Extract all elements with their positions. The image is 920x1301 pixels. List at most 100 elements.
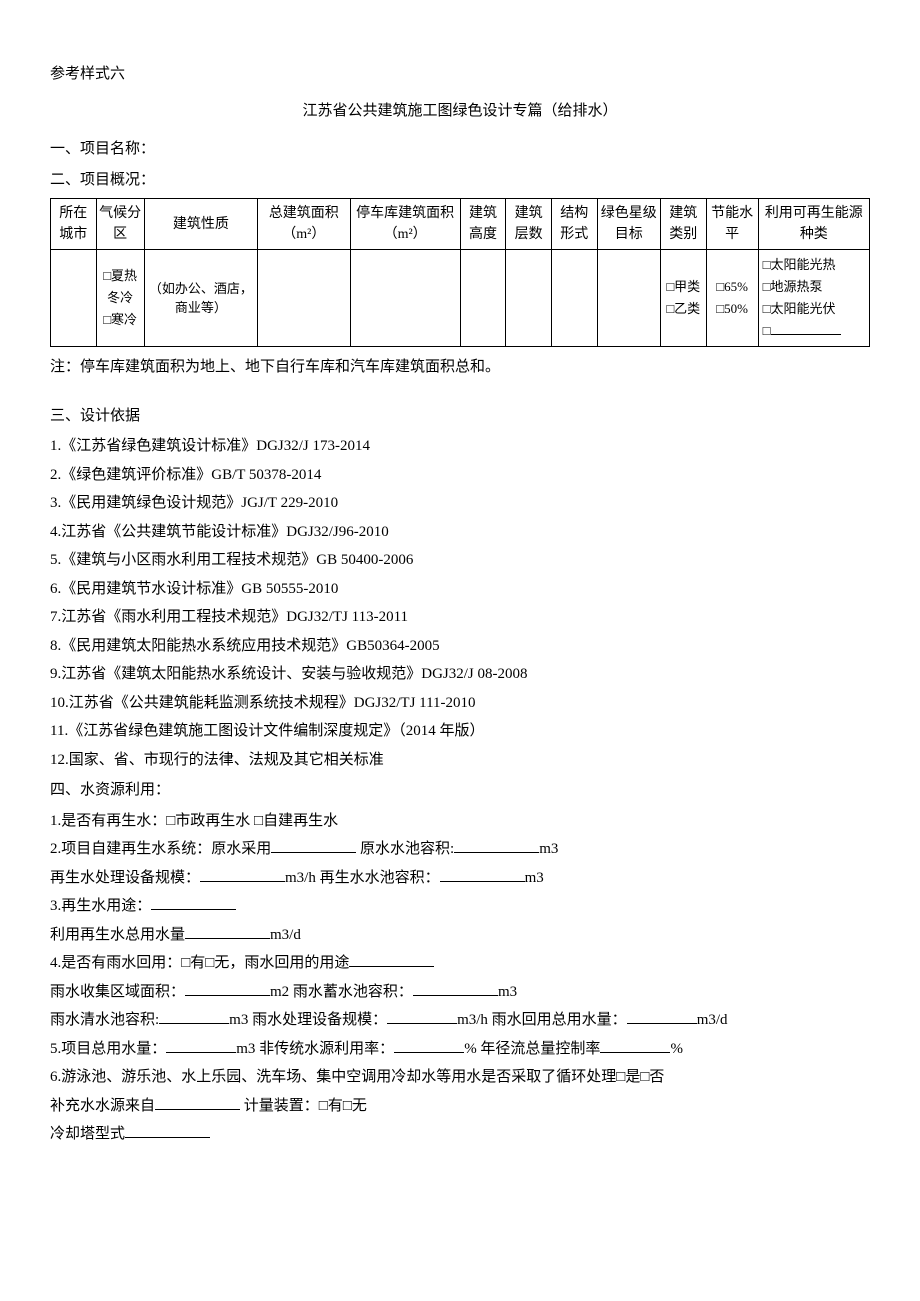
section2-label: 二、项目概况：	[50, 166, 870, 195]
w4b-text: 雨水收集区域面积：	[50, 984, 185, 1000]
blank-field	[166, 1036, 236, 1053]
water-opt1: □65%	[709, 276, 756, 298]
water-line-4c: 雨水清水池容积:m3 雨水处理设备规模：m3/h 雨水回用总用水量：m3/d	[50, 1006, 870, 1035]
w3c-unit: m3/d	[270, 927, 301, 943]
basis-item: 2.《绿色建筑评价标准》GB/T 50378-2014	[50, 461, 870, 490]
basis-item: 4.江苏省《公共建筑节能设计标准》DGJ32/J96-2010	[50, 518, 870, 547]
water-line-2b: 再生水处理设备规模：m3/h 再生水水池容积：m3	[50, 864, 870, 893]
th-height: 建筑高度	[460, 199, 506, 250]
w2c-unit: m3	[539, 841, 558, 857]
water-line-6c: 冷却塔型式	[50, 1120, 870, 1149]
w4a-text: 4.是否有雨水回用：□有□无，雨水回用的用途	[50, 955, 349, 971]
cell-city	[51, 250, 97, 347]
basis-item: 6.《民用建筑节水设计标准》GB 50555-2010	[50, 575, 870, 604]
w3b-text: 利用再生水总用水量	[50, 927, 185, 943]
cell-renewable: □太阳能光热 □地源热泵 □太阳能光伏 □	[758, 250, 869, 347]
cell-struct	[551, 250, 597, 347]
water-line-1: 1.是否有再生水：□市政再生水 □自建再生水	[50, 807, 870, 836]
basis-item: 8.《民用建筑太阳能热水系统应用技术规范》GB50364-2005	[50, 632, 870, 661]
water-line-5: 5.项目总用水量： m3 非传统水源利用率： % 年径流总量控制率%	[50, 1035, 870, 1064]
table-note: 注：停车库建筑面积为地上、地下自行车库和汽车库建筑面积总和。	[50, 353, 870, 382]
water-line-4b: 雨水收集区域面积： m2 雨水蓄水池容积： m3	[50, 978, 870, 1007]
table-row: □夏热冬冷 □寒冷 （如办公、酒店，商业等） □甲类 □乙类 □65% □5	[51, 250, 870, 347]
th-climate: 气候分区	[96, 199, 144, 250]
w5b-text: m3 非传统水源利用率：	[236, 1041, 394, 1057]
basis-item: 9.江苏省《建筑太阳能热水系统设计、安装与验收规范》DGJ32/J 08-200…	[50, 660, 870, 689]
header-reference: 参考样式六	[50, 60, 870, 89]
w2a-text: 2.项目自建再生水系统：原水采用	[50, 841, 271, 857]
th-city: 所在城市	[51, 199, 97, 250]
w4c-text: m2 雨水蓄水池容积：	[270, 984, 413, 1000]
cell-floors	[506, 250, 552, 347]
blank-field	[185, 922, 270, 939]
section3-label: 三、设计依据	[50, 402, 870, 431]
basis-item: 7.江苏省《雨水利用工程技术规范》DGJ32/TJ 113-2011	[50, 603, 870, 632]
blank-field	[454, 837, 539, 854]
w4f-text: m3 雨水处理设备规模：	[229, 1012, 387, 1028]
w4g-text: m3/h 雨水回用总用水量：	[457, 1012, 627, 1028]
basis-item: 1.《江苏省绿色建筑设计标准》DGJ32/J 173-2014	[50, 432, 870, 461]
renew-opt4: □	[763, 320, 867, 342]
th-struct: 结构形式	[551, 199, 597, 250]
basis-item: 5.《建筑与小区雨水利用工程技术规范》GB 50400-2006	[50, 546, 870, 575]
blank-field	[155, 1093, 240, 1110]
water-line-2a: 2.项目自建再生水系统：原水采用 原水水池容积: m3	[50, 835, 870, 864]
th-renewable: 利用可再生能源种类	[758, 199, 869, 250]
cell-height	[460, 250, 506, 347]
cell-climate: □夏热冬冷 □寒冷	[96, 250, 144, 347]
blank-field	[200, 865, 285, 882]
water-line-4a: 4.是否有雨水回用：□有□无，雨水回用的用途	[50, 949, 870, 978]
blank-field	[159, 1008, 229, 1025]
overview-table: 所在城市 气候分区 建筑性质 总建筑面积（m²） 停车库建筑面积（m²） 建筑高…	[50, 198, 870, 347]
blank-field	[627, 1008, 697, 1025]
basis-item: 3.《民用建筑绿色设计规范》JGJ/T 229-2010	[50, 489, 870, 518]
w2e-text: m3/h 再生水水池容积：	[285, 870, 440, 886]
section4-label: 四、水资源利用：	[50, 776, 870, 805]
w2d-text: 再生水处理设备规模：	[50, 870, 200, 886]
blank-field	[440, 865, 525, 882]
w2b-text: 原水水池容积:	[360, 841, 454, 857]
th-green-star: 绿色星级目标	[597, 199, 660, 250]
design-basis-list: 1.《江苏省绿色建筑设计标准》DGJ32/J 173-2014 2.《绿色建筑评…	[50, 432, 870, 774]
w4h-unit: m3/d	[697, 1012, 728, 1028]
renew-opt3: □太阳能光伏	[763, 298, 867, 320]
th-total-area: 总建筑面积（m²）	[258, 199, 350, 250]
th-parking-area: 停车库建筑面积（m²）	[350, 199, 460, 250]
blank-field	[125, 1122, 210, 1139]
blank-field	[600, 1036, 670, 1053]
w3a-text: 3.再生水用途：	[50, 898, 151, 914]
renew-opt1: □太阳能光热	[763, 254, 867, 276]
basis-item: 11.《江苏省绿色建筑施工图设计文件编制深度规定》（2014 年版）	[50, 717, 870, 746]
w4d-unit: m3	[498, 984, 517, 1000]
cell-water-level: □65% □50%	[706, 250, 758, 347]
th-floors: 建筑层数	[506, 199, 552, 250]
w6c-text: 计量装置：□有□无	[244, 1098, 367, 1114]
renew-opt2: □地源热泵	[763, 276, 867, 298]
water-line-3b: 利用再生水总用水量 m3/d	[50, 921, 870, 950]
blank-field	[271, 837, 356, 854]
th-build-cat: 建筑类别	[660, 199, 706, 250]
blank-field	[185, 979, 270, 996]
w5d-unit: %	[670, 1041, 683, 1057]
blank-field	[413, 979, 498, 996]
cell-build-cat: □甲类 □乙类	[660, 250, 706, 347]
w5a-text: 5.项目总用水量：	[50, 1041, 166, 1057]
cell-parking-area	[350, 250, 460, 347]
water-line-6b: 补充水水源来自 计量装置：□有□无	[50, 1092, 870, 1121]
th-nature: 建筑性质	[144, 199, 257, 250]
cell-nature: （如办公、酒店，商业等）	[144, 250, 257, 347]
document-title: 江苏省公共建筑施工图绿色设计专篇（给排水）	[50, 97, 870, 126]
w5c-text: % 年径流总量控制率	[464, 1041, 600, 1057]
th-water-level: 节能水平	[706, 199, 758, 250]
climate-opt2: □寒冷	[99, 309, 142, 331]
water-line-3a: 3.再生水用途：	[50, 892, 870, 921]
table-header-row: 所在城市 气候分区 建筑性质 总建筑面积（m²） 停车库建筑面积（m²） 建筑高…	[51, 199, 870, 250]
water-opt2: □50%	[709, 298, 756, 320]
cat-opt2: □乙类	[663, 298, 704, 320]
blank-field	[151, 894, 236, 911]
blank-field	[349, 951, 434, 968]
water-line-6a: 6.游泳池、游乐池、水上乐园、洗车场、集中空调用冷却水等用水是否采取了循环处理□…	[50, 1063, 870, 1092]
basis-item: 12.国家、省、市现行的法律、法规及其它相关标准	[50, 746, 870, 775]
w6d-text: 冷却塔型式	[50, 1126, 125, 1142]
cell-total-area	[258, 250, 350, 347]
